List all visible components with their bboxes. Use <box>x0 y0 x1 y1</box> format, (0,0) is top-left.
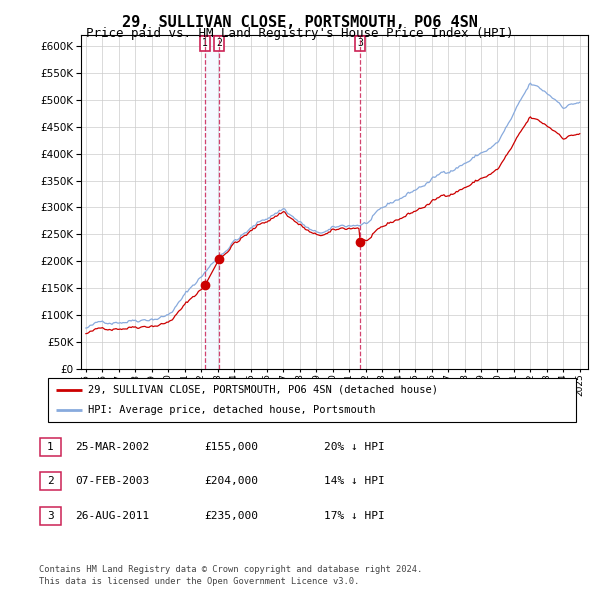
Text: 20% ↓ HPI: 20% ↓ HPI <box>324 442 385 452</box>
Text: 3: 3 <box>47 511 54 520</box>
Text: Contains HM Land Registry data © Crown copyright and database right 2024.: Contains HM Land Registry data © Crown c… <box>39 565 422 574</box>
Text: 29, SULLIVAN CLOSE, PORTSMOUTH, PO6 4SN (detached house): 29, SULLIVAN CLOSE, PORTSMOUTH, PO6 4SN … <box>88 385 437 395</box>
Text: 2: 2 <box>47 477 54 486</box>
Text: 14% ↓ HPI: 14% ↓ HPI <box>324 477 385 486</box>
FancyBboxPatch shape <box>40 473 61 490</box>
Text: 26-AUG-2011: 26-AUG-2011 <box>75 511 149 520</box>
Bar <box>205 35 219 369</box>
FancyBboxPatch shape <box>48 378 576 422</box>
Text: 3: 3 <box>357 38 363 48</box>
Text: £235,000: £235,000 <box>204 511 258 520</box>
FancyBboxPatch shape <box>40 438 61 456</box>
Text: 2: 2 <box>216 38 222 48</box>
Text: 1: 1 <box>47 442 54 452</box>
Text: This data is licensed under the Open Government Licence v3.0.: This data is licensed under the Open Gov… <box>39 577 359 586</box>
Text: 29, SULLIVAN CLOSE, PORTSMOUTH, PO6 4SN: 29, SULLIVAN CLOSE, PORTSMOUTH, PO6 4SN <box>122 15 478 30</box>
Text: 1: 1 <box>202 38 208 48</box>
Text: £155,000: £155,000 <box>204 442 258 452</box>
Text: 07-FEB-2003: 07-FEB-2003 <box>75 477 149 486</box>
Text: £204,000: £204,000 <box>204 477 258 486</box>
Text: 17% ↓ HPI: 17% ↓ HPI <box>324 511 385 520</box>
FancyBboxPatch shape <box>40 507 61 525</box>
Text: HPI: Average price, detached house, Portsmouth: HPI: Average price, detached house, Port… <box>88 405 375 415</box>
Text: 25-MAR-2002: 25-MAR-2002 <box>75 442 149 452</box>
Text: Price paid vs. HM Land Registry's House Price Index (HPI): Price paid vs. HM Land Registry's House … <box>86 27 514 40</box>
